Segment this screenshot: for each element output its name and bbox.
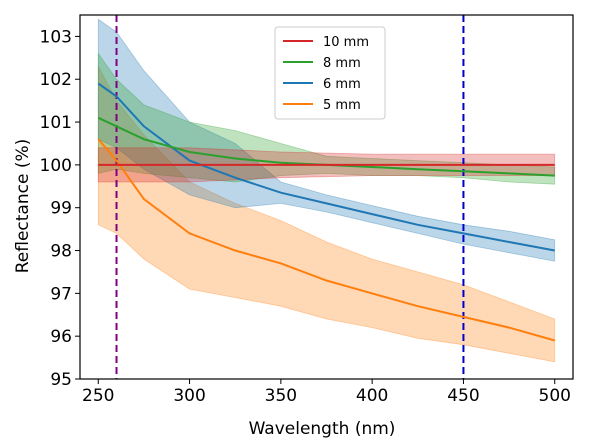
plot-frame <box>79 14 574 380</box>
x-axis-label: Wavelength (nm) <box>249 419 396 439</box>
legend-label-6-mm: 6 mm <box>323 77 361 92</box>
x-tick-label-450: 450 <box>447 386 479 406</box>
axes: 250 300 350 400 450 500 95 96 97 98 99 100 101 102 103 <box>40 14 574 406</box>
y-tick-label-97: 97 <box>50 284 72 304</box>
x-tick-label-400: 400 <box>356 386 388 406</box>
x-tick-label-500: 500 <box>539 386 571 406</box>
y-tick-label-95: 95 <box>50 370 72 390</box>
y-tick-label-103: 103 <box>40 27 72 47</box>
series-lines <box>97 82 555 342</box>
legend: 10 mm 8 mm 6 mm 5 mm <box>274 26 386 120</box>
y-tick-label-99: 99 <box>50 199 72 219</box>
reference-lines <box>115 15 465 379</box>
line-6-mm <box>97 82 555 252</box>
band-6-mm <box>97 18 556 262</box>
band-8-mm <box>97 52 556 185</box>
line-5-mm <box>97 138 555 342</box>
y-tick-label-102: 102 <box>40 70 72 90</box>
line-8-mm <box>97 116 555 177</box>
y-axis-label: Reflectance (%) <box>13 139 33 274</box>
y-tick-label-96: 96 <box>50 327 72 347</box>
legend-box <box>274 26 386 120</box>
legend-label-10-mm: 10 mm <box>323 35 369 50</box>
x-tick-label-300: 300 <box>173 386 205 406</box>
y-tick-label-98: 98 <box>50 242 72 262</box>
x-tick-label-350: 350 <box>265 386 297 406</box>
band-5-mm <box>97 66 556 363</box>
y-tick-label-100: 100 <box>40 156 72 176</box>
y-tick-label-101: 101 <box>40 113 72 133</box>
legend-label-8-mm: 8 mm <box>323 56 361 71</box>
x-tick-label-250: 250 <box>82 386 114 406</box>
legend-label-5-mm: 5 mm <box>323 98 361 113</box>
